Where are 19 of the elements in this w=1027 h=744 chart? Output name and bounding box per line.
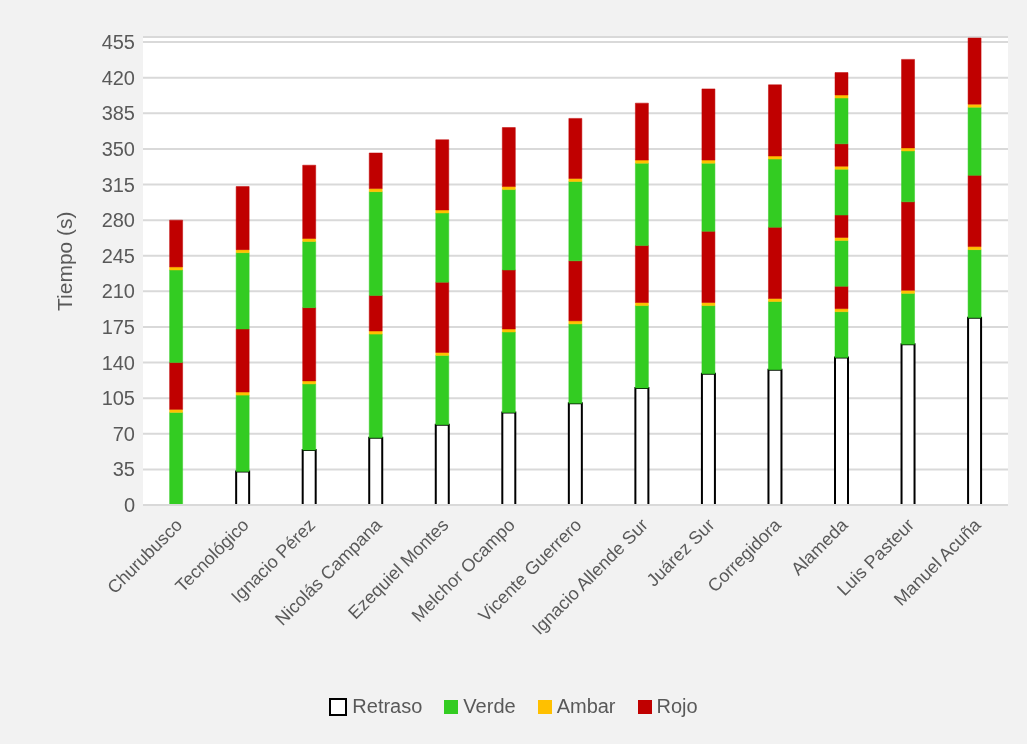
y-tick-label: 455 [101,31,135,54]
y-tick-label: 280 [101,209,135,232]
y-tick-label: 35 [112,458,135,481]
y-tick-label: 350 [101,138,135,161]
y-axis-title: Tiempo (s) [53,211,77,311]
legend-label: Verde [463,695,516,718]
y-tick-label: 385 [101,102,135,125]
y-tick-label: 420 [101,66,135,89]
y-tick-label: 245 [101,244,135,267]
y-tick-label: 210 [101,280,135,303]
y-tick-label: 105 [101,387,135,410]
legend-label: Rojo [656,695,698,718]
y-tick-label: 315 [101,173,135,196]
y-tick-label: 0 [123,494,135,517]
legend-label: Ambar [556,695,616,718]
y-tick-label: 175 [101,316,135,339]
y-tick-label: 140 [101,351,135,374]
legend-label: Retraso [352,695,423,718]
y-tick-label: 70 [112,422,135,445]
